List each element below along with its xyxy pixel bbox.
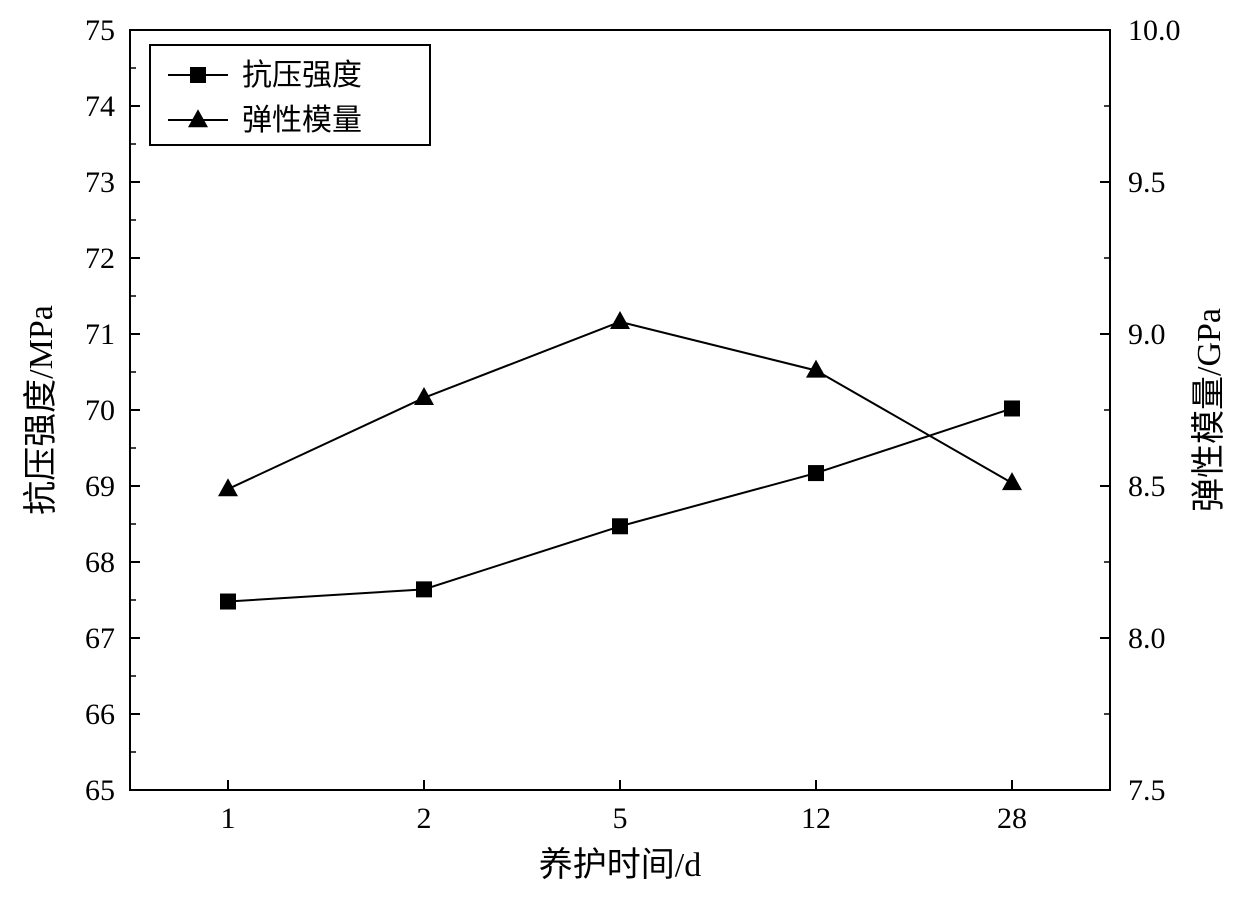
svg-text:9.5: 9.5 <box>1128 166 1166 199</box>
svg-text:67: 67 <box>85 622 115 655</box>
line-chart: 65 66 67 68 69 70 71 72 73 74 75 7.5 8.0 8.5 9.0 9.5 10.… <box>0 0 1239 918</box>
svg-text:5: 5 <box>613 802 628 835</box>
chart-container: 65 66 67 68 69 70 71 72 73 74 75 7.5 8.0 8.5 9.0 9.5 10.… <box>0 0 1239 918</box>
svg-text:28: 28 <box>997 802 1027 835</box>
svg-text:9.0: 9.0 <box>1128 318 1166 351</box>
svg-text:66: 66 <box>85 698 115 731</box>
svg-text:抗压强度: 抗压强度 <box>242 59 362 92</box>
svg-text:12: 12 <box>801 802 831 835</box>
svg-text:10.0: 10.0 <box>1128 14 1181 47</box>
svg-text:69: 69 <box>85 470 115 503</box>
svg-text:抗压强度/MPa: 抗压强度/MPa <box>22 305 60 515</box>
svg-text:65: 65 <box>85 774 115 807</box>
svg-text:74: 74 <box>85 90 115 123</box>
svg-text:弹性模量/GPa: 弹性模量/GPa <box>1190 308 1228 512</box>
svg-text:8.5: 8.5 <box>1128 470 1166 503</box>
svg-text:68: 68 <box>85 546 115 579</box>
svg-text:8.0: 8.0 <box>1128 622 1166 655</box>
svg-text:1: 1 <box>221 802 236 835</box>
svg-text:75: 75 <box>85 14 115 47</box>
svg-text:7.5: 7.5 <box>1128 774 1166 807</box>
svg-text:弹性模量: 弹性模量 <box>242 104 362 137</box>
svg-text:72: 72 <box>85 242 115 275</box>
svg-text:70: 70 <box>85 394 115 427</box>
svg-text:71: 71 <box>85 318 115 351</box>
svg-text:养护时间/d: 养护时间/d <box>539 846 701 884</box>
svg-text:73: 73 <box>85 166 115 199</box>
svg-text:2: 2 <box>417 802 432 835</box>
